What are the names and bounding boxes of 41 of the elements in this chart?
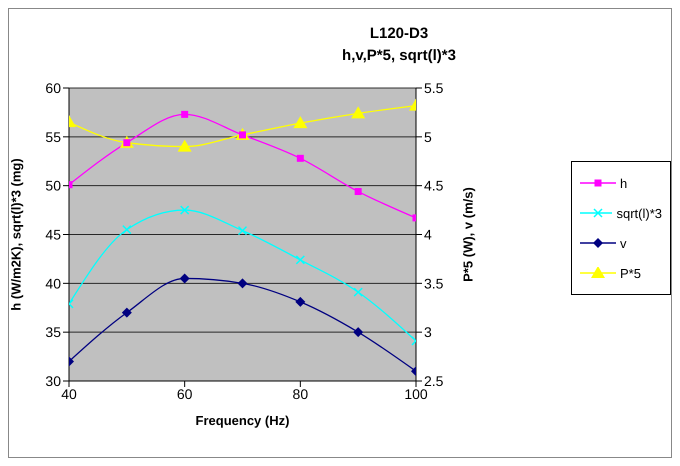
y2-axis-title: P*5 (W), v (m/s): [460, 187, 476, 282]
legend-label: h: [620, 176, 628, 190]
point: [180, 273, 190, 284]
y2-tick-label: 4.5: [424, 178, 444, 194]
point: [296, 154, 304, 162]
point: [238, 226, 248, 236]
y2-tick-label: 4: [424, 226, 432, 242]
point: [354, 188, 362, 196]
legend-label: P*5: [620, 266, 641, 280]
point: [238, 278, 248, 288]
point: [181, 110, 188, 118]
point: [178, 140, 192, 152]
chart-title: L120-D3: [368, 24, 430, 44]
legend-label: v: [620, 236, 626, 250]
point: [353, 327, 364, 338]
y-tick-label: 45: [45, 226, 62, 242]
y-tick-label: 35: [45, 324, 62, 340]
point: [122, 308, 132, 318]
x-tick-label: 40: [61, 386, 77, 402]
y-tick-label: 55: [45, 128, 62, 145]
legend-label: sqrt(l)*3: [616, 206, 662, 220]
y-tick-label: 30: [45, 372, 62, 389]
point: [351, 106, 366, 118]
point: [180, 205, 190, 215]
y-tick-label: 40: [45, 275, 62, 292]
y2-tick-label: 3: [424, 324, 432, 340]
y-tick-label: 50: [45, 178, 62, 194]
y-axis-title: h (W/m2K), sqrt(l)*3 (mg): [8, 158, 24, 311]
y2-tick-label: 5: [424, 128, 432, 145]
y2-tick-label: 3.5: [424, 275, 444, 292]
point: [122, 224, 132, 234]
y-tick-label: 60: [45, 80, 62, 96]
chart-subtitle: h,v,P*5, sqrt(l)*3: [341, 46, 457, 66]
point: [293, 116, 308, 128]
point: [296, 255, 306, 265]
x-axis-title: Frequency (Hz): [196, 413, 290, 428]
point: [295, 296, 306, 307]
x-tick-label: 80: [292, 386, 308, 402]
x-tick-label: 60: [176, 386, 193, 402]
point: [353, 287, 363, 297]
y2-tick-label: 5.5: [424, 80, 444, 96]
